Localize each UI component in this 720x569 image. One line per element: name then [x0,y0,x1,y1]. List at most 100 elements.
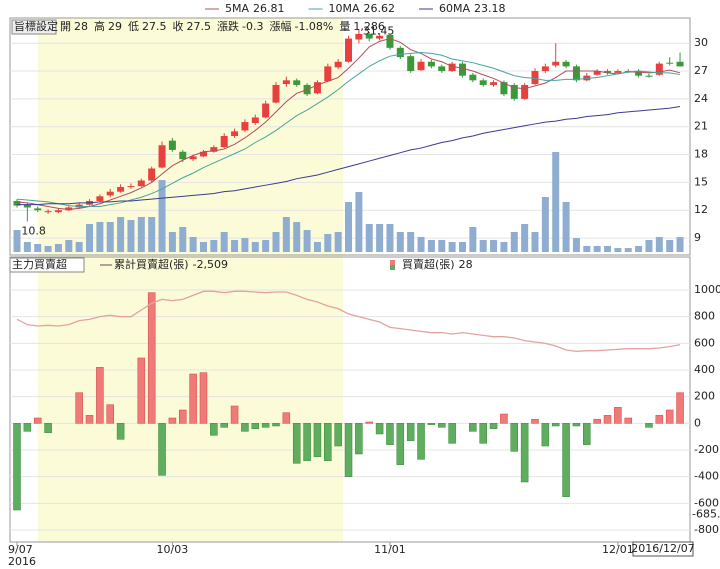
volume-bar [75,242,83,252]
net-bar [603,415,612,424]
y-tick-label: 27 [694,64,708,77]
net-bar [147,292,156,424]
net-bar [551,423,560,427]
candle-body [106,191,114,196]
candle-body [562,61,570,67]
net-bar [510,423,519,452]
volume-bar [65,240,73,252]
y-tick-label: -600 [694,496,719,509]
candle-body [44,211,52,213]
candle-body [96,196,104,201]
y-tick-label: 15 [694,175,708,188]
current-label: -685. [692,508,720,521]
legend-name: 累計買賣超(張) [114,257,189,271]
y-tick-label: 600 [694,336,715,349]
net-bar [624,417,632,424]
net-bar [417,423,425,460]
candle-body [479,80,487,85]
flow-panel [9,256,691,543]
net-bar [313,423,322,457]
volume-bar [334,232,342,252]
volume-bar [407,232,415,252]
candle-body [251,117,259,124]
candle-body [407,56,415,72]
candle-body [655,63,663,75]
settings-button[interactable] [11,19,57,35]
volume-bar [552,152,560,252]
volume-bar [614,248,622,252]
net-bar [251,423,260,429]
ma-line [17,105,681,206]
candle-body [396,47,404,58]
volume-bar [448,242,456,252]
net-bar [645,423,653,428]
net-bar [531,419,539,424]
net-bar [106,404,114,424]
candle-body [345,38,353,62]
quote-name: 開 [60,20,71,33]
candle-body [635,71,643,76]
volume-bar [189,237,197,252]
volume-bar [345,202,353,252]
quote-name: 漲跌 [217,19,239,33]
candle-body [189,156,197,160]
candle-body [645,75,653,77]
net-bar [158,423,166,476]
candle-body [355,33,363,40]
net-bar [583,423,591,445]
volume-bar [490,240,498,252]
volume-bar [303,230,311,252]
candle-body [572,66,580,81]
year-label: 2016 [8,555,36,568]
volume-bar [438,240,446,252]
candle-body [458,63,466,76]
volume-bar [23,242,31,252]
legend-name: 10MA [329,2,360,15]
volume-bar [251,242,259,252]
net-bar [365,421,373,424]
volume-bar [541,197,549,252]
volume-bar [34,243,42,252]
legend-name: 60MA [439,2,470,15]
volume-bar [355,192,363,252]
quote-name: 高 [94,19,105,33]
candle-body [521,84,529,99]
volume-bar [458,242,466,252]
candle-body [676,61,684,67]
highlight-range [38,18,343,542]
volume-bar [262,240,270,252]
volume-bar [313,242,321,252]
volume-bar [54,243,62,252]
volume-bar [199,242,207,252]
candle-body [293,80,301,85]
legend-swatch [390,260,395,265]
quote-value: 29 [108,20,122,33]
volume-bar [531,232,539,252]
volume-bar [293,222,301,252]
volume-bar [655,237,663,252]
candle-body [241,122,249,131]
net-bar [137,357,146,424]
legend-value: 28 [459,258,473,271]
candle-body [262,103,270,118]
selector[interactable] [9,257,85,273]
net-bar [355,423,363,455]
volume-bar [210,240,218,252]
candle-body [490,82,498,85]
candle-body [604,71,612,73]
volume-bar [562,202,570,252]
net-bar [96,367,104,424]
volume-bar [676,237,684,252]
settings-button-label[interactable]: 旨標設定 [14,19,58,33]
net-bar [282,412,291,424]
y-tick-label: -200 [694,443,719,456]
quote-name: 漲幅 [269,20,291,33]
net-bar [614,407,622,424]
volume-bar [96,222,104,252]
net-bar [344,423,353,477]
price-panel [9,17,691,256]
net-bar [168,417,177,424]
selector-label[interactable]: 主力買賣超 [12,257,67,271]
net-bar [676,392,684,424]
quote-value: 1,286 [353,20,385,33]
